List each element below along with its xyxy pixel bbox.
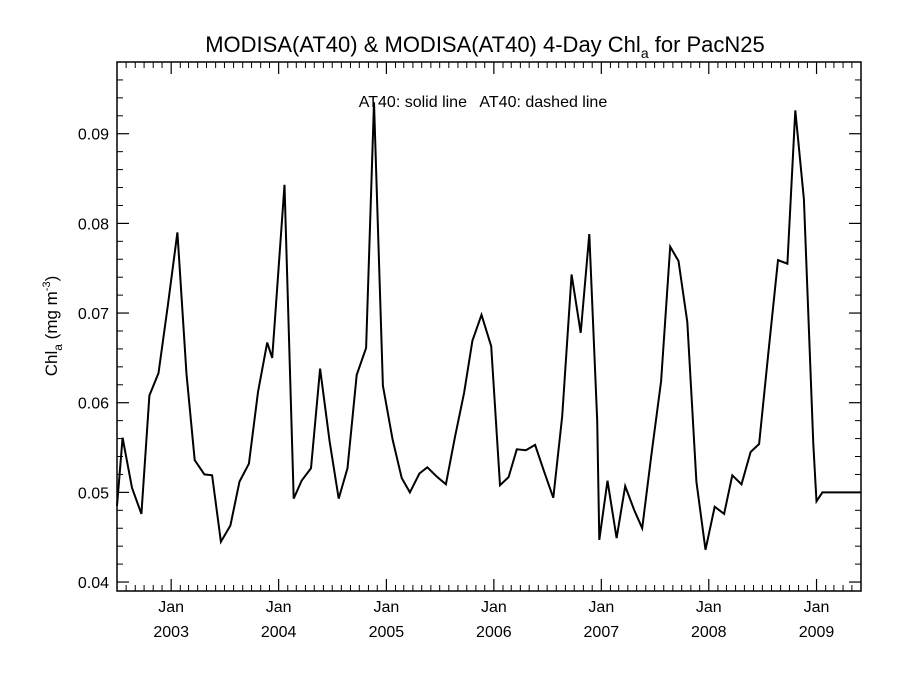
x-tick-year-label: 2007 — [584, 624, 620, 641]
series-annotation: AT40: solid line AT40: dashed line — [359, 94, 608, 111]
axis-ticks: 0.04 0.05 0.06 0.07 0.08 0.09 Jan 2003 Jan 2004 Ja… — [78, 61, 862, 641]
x-tick-month-label: Jan — [158, 599, 184, 616]
y-tick-label: 0.06 — [78, 396, 109, 413]
y-axis-label-unit-end: ) — [42, 276, 61, 282]
y-tick-label: 0.04 — [78, 575, 109, 592]
x-tick-month-label: Jan — [481, 599, 507, 616]
y-tick-label: 0.08 — [78, 216, 109, 233]
series-layer — [116, 102, 861, 551]
x-tick-year-label: 2008 — [691, 624, 727, 641]
y-axis-label: Chla (mg m-3) — [41, 276, 65, 377]
chart-title: MODISA(AT40) & MODISA(AT40) 4-Day Chla f… — [205, 32, 765, 61]
y-tick-label: 0.09 — [78, 127, 109, 144]
x-tick-year-label: 2009 — [799, 624, 835, 641]
plot-frame — [116, 61, 862, 592]
x-tick-year-label: 2006 — [476, 624, 512, 641]
x-tick-month-label: Jan — [266, 599, 292, 616]
x-tick-year-label: 2004 — [261, 624, 297, 641]
x-tick-year-label: 2005 — [369, 624, 405, 641]
y-axis-label-unit-sup: -3 — [41, 281, 53, 291]
series-line-solid — [116, 102, 861, 551]
chart-title-sub: a — [641, 45, 649, 61]
x-tick-month-label: Jan — [696, 599, 722, 616]
x-tick-month-label: Jan — [373, 599, 399, 616]
x-tick-year-label: 2003 — [153, 624, 189, 641]
y-axis-label-unit: (mg m — [42, 291, 61, 344]
chart-title-suffix: for PacN25 — [649, 32, 765, 57]
y-tick-label: 0.05 — [78, 485, 109, 502]
y-tick-label: 0.07 — [78, 306, 109, 323]
y-axis-label-main: Chl — [42, 351, 61, 377]
y-axis-label-sub: a — [51, 344, 65, 351]
x-tick-month-label: Jan — [804, 599, 830, 616]
x-tick-month-label: Jan — [588, 599, 614, 616]
chart-title-main: MODISA(AT40) & MODISA(AT40) 4-Day Chl — [205, 32, 641, 57]
